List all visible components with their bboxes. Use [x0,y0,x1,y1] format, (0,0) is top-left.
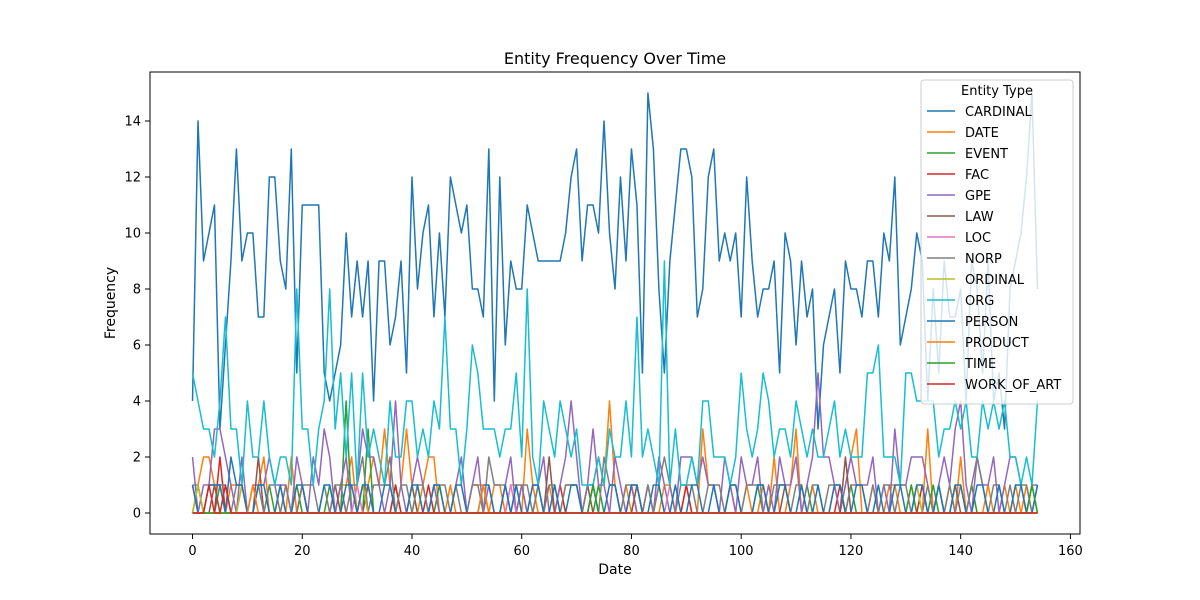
legend-box [920,79,1074,405]
legend: Entity Type CARDINAL DATE EVENT FAC GPE LAW LOC… [920,79,1074,405]
x-tick-label: 160 [1058,544,1083,559]
y-tick-label: 0 [133,507,141,522]
legend-entry: LAW [965,210,994,225]
y-axis: 0 2 4 6 8 10 12 14 [124,115,150,522]
legend-entry: DATE [965,126,999,141]
legend-title: Entity Type [961,84,1033,99]
legend-entry: TIME [964,357,996,372]
series-line-org [191,260,1039,486]
legend-entry: FAC [965,168,989,183]
plot-frame [149,71,1081,535]
x-axis: 0 20 40 60 80 100 120 140 160 [188,534,1083,559]
y-tick-label: 6 [133,339,141,354]
x-tick-label: 100 [729,544,754,559]
x-tick-label: 120 [839,544,864,559]
legend-entry: ORG [965,294,994,309]
x-axis-label: Date [598,562,631,578]
x-tick-label: 0 [188,544,196,559]
x-tick-label: 140 [948,544,973,559]
y-tick-label: 12 [124,171,141,186]
y-tick-label: 8 [133,283,141,298]
series-line-person [191,456,1039,514]
legend-entry: PRODUCT [965,336,1029,351]
y-axis-label: Frequency [103,267,119,339]
legend-entry: NORP [965,252,1002,267]
chart-title: Entity Frequency Over Time [504,49,726,68]
x-tick-label: 60 [513,544,530,559]
legend-entry: WORK_OF_ART [965,378,1061,393]
x-tick-label: 40 [404,544,421,559]
y-tick-label: 14 [124,115,141,130]
series-layer [191,92,1039,514]
series-line-work-of-art [192,484,1038,514]
legend-entry: ORDINAL [965,273,1025,288]
y-tick-label: 2 [133,451,141,466]
x-tick-label: 80 [623,544,640,559]
legend-entry: CARDINAL [965,105,1032,120]
legend-entry: GPE [965,189,991,204]
y-tick-label: 4 [133,395,141,410]
legend-entry: EVENT [965,147,1008,162]
legend-entry: LOC [965,231,991,246]
y-tick-label: 10 [124,227,141,242]
x-tick-label: 20 [294,544,311,559]
legend-entry: PERSON [965,315,1018,330]
